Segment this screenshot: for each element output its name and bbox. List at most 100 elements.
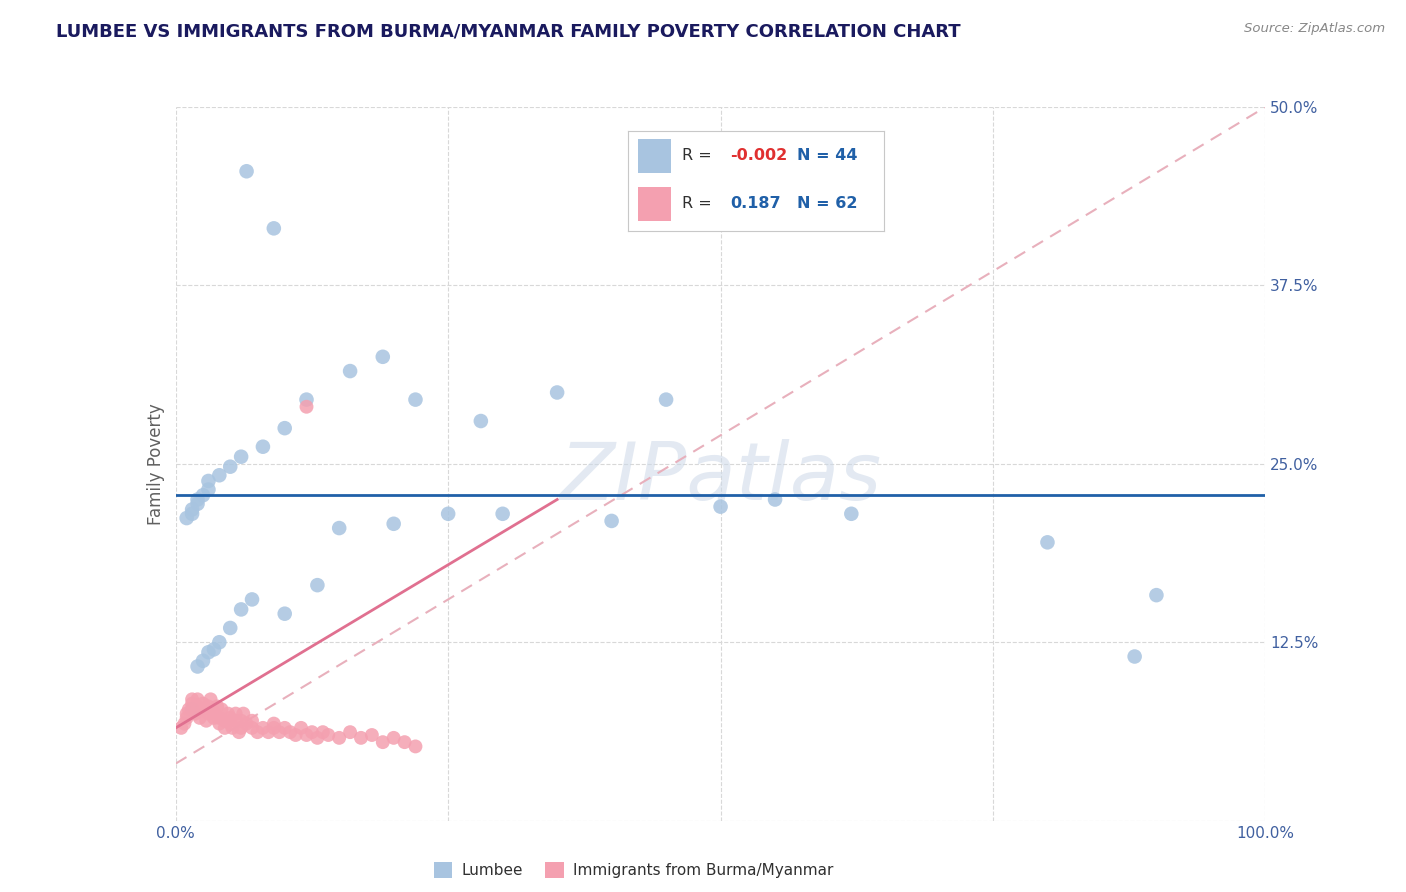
Point — [252, 721, 274, 735]
Point — [318, 728, 340, 742]
Point — [328, 731, 350, 745]
Point — [240, 592, 263, 607]
Point — [841, 507, 863, 521]
Point — [1144, 588, 1167, 602]
Point — [208, 635, 231, 649]
Point — [710, 500, 733, 514]
Point — [339, 364, 361, 378]
Point — [197, 706, 219, 721]
Point — [176, 711, 198, 725]
Point — [231, 602, 253, 616]
Point — [221, 721, 243, 735]
Point — [208, 468, 231, 483]
Text: ZIPatlas: ZIPatlas — [560, 439, 882, 517]
Point — [191, 697, 214, 711]
Point — [186, 659, 209, 673]
Point — [186, 497, 209, 511]
Text: -0.002: -0.002 — [730, 148, 787, 163]
Point — [240, 721, 263, 735]
Point — [197, 699, 219, 714]
Point — [371, 350, 394, 364]
Point — [257, 725, 280, 739]
Point — [546, 385, 568, 400]
Point — [197, 474, 219, 488]
Text: LUMBEE VS IMMIGRANTS FROM BURMA/MYANMAR FAMILY POVERTY CORRELATION CHART: LUMBEE VS IMMIGRANTS FROM BURMA/MYANMAR … — [56, 22, 960, 40]
Point — [181, 697, 204, 711]
Text: N = 62: N = 62 — [797, 196, 858, 211]
Point — [231, 714, 253, 728]
Point — [202, 711, 225, 725]
Point — [307, 578, 329, 592]
Point — [202, 642, 225, 657]
FancyBboxPatch shape — [638, 139, 672, 173]
Point — [228, 725, 250, 739]
Point — [173, 716, 195, 731]
Point — [263, 721, 285, 735]
Point — [186, 492, 209, 507]
Text: R =: R = — [682, 148, 717, 163]
Point — [470, 414, 492, 428]
Point — [405, 392, 427, 407]
Point — [339, 725, 361, 739]
Point — [197, 483, 219, 497]
Point — [177, 702, 200, 716]
Point — [360, 728, 382, 742]
Point — [437, 507, 460, 521]
Point — [328, 521, 350, 535]
Point — [252, 440, 274, 454]
Point — [492, 507, 515, 521]
Point — [232, 706, 254, 721]
Point — [382, 731, 405, 745]
Y-axis label: Family Poverty: Family Poverty — [146, 403, 165, 524]
Point — [290, 721, 312, 735]
Point — [1123, 649, 1146, 664]
Point — [1036, 535, 1059, 549]
Point — [208, 711, 231, 725]
Point — [200, 692, 222, 706]
Point — [405, 739, 427, 754]
Point — [176, 706, 198, 721]
Point — [278, 725, 301, 739]
Point — [231, 721, 253, 735]
FancyBboxPatch shape — [638, 186, 672, 220]
Point — [394, 735, 416, 749]
Point — [219, 716, 242, 731]
Point — [235, 164, 257, 178]
Point — [181, 692, 204, 706]
Point — [205, 699, 228, 714]
Point — [382, 516, 405, 531]
Point — [181, 702, 204, 716]
Point — [295, 392, 318, 407]
Text: 0.187: 0.187 — [730, 196, 780, 211]
Point — [655, 392, 678, 407]
Point — [184, 706, 207, 721]
Point — [301, 725, 323, 739]
Point — [295, 400, 318, 414]
Point — [197, 645, 219, 659]
Point — [176, 511, 198, 525]
Point — [219, 621, 242, 635]
Point — [231, 450, 253, 464]
Point — [295, 728, 318, 742]
Point — [274, 421, 297, 435]
Point — [763, 492, 786, 507]
Point — [208, 716, 231, 731]
Point — [181, 507, 204, 521]
Point — [202, 705, 225, 719]
Point — [246, 725, 269, 739]
Point — [263, 221, 285, 235]
Point — [186, 699, 209, 714]
Point — [191, 654, 214, 668]
Point — [191, 488, 214, 502]
Point — [219, 711, 242, 725]
Legend: Lumbee, Immigrants from Burma/Myanmar: Lumbee, Immigrants from Burma/Myanmar — [427, 856, 839, 884]
Point — [350, 731, 373, 745]
Text: Source: ZipAtlas.com: Source: ZipAtlas.com — [1244, 22, 1385, 36]
Point — [191, 702, 214, 716]
Point — [211, 702, 233, 716]
Point — [217, 706, 239, 721]
Point — [170, 721, 193, 735]
Text: N = 44: N = 44 — [797, 148, 858, 163]
Point — [307, 731, 329, 745]
Point — [219, 459, 242, 474]
